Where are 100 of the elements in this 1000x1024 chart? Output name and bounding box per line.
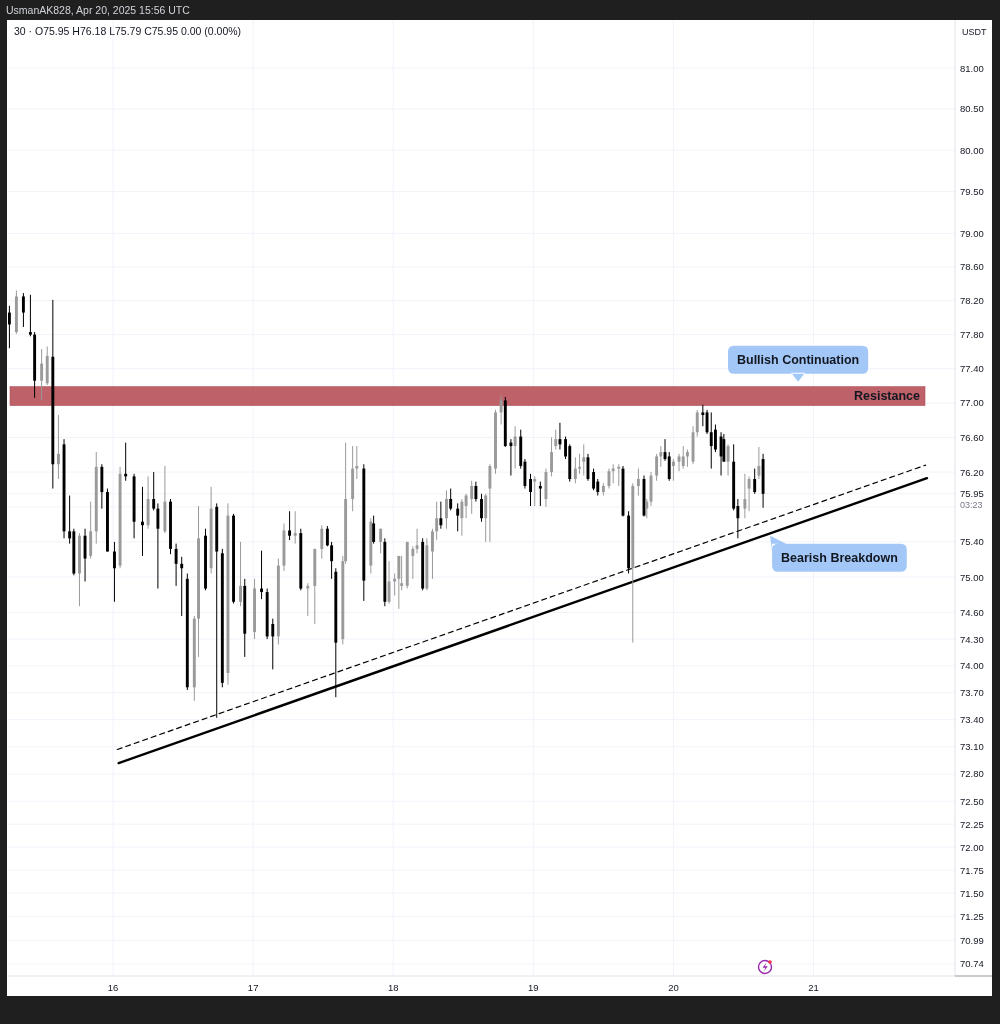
- text: 03:23: [960, 499, 983, 510]
- candlestick: [655, 453, 659, 482]
- candlestick: [617, 463, 621, 487]
- candlestick: [156, 502, 160, 590]
- candlestick: [582, 443, 586, 477]
- candlestick: [509, 438, 513, 477]
- candlestick: [645, 498, 649, 519]
- candlestick: [330, 541, 334, 580]
- candlestick: [480, 493, 483, 523]
- candlestick: [449, 488, 453, 511]
- y-tick-label: 73.40: [960, 714, 984, 726]
- y-tick-label: 71.25: [960, 910, 984, 922]
- x-tick-label: 16: [107, 981, 119, 993]
- candlestick: [714, 423, 717, 453]
- candlestick: [40, 348, 44, 401]
- candlestick: [513, 425, 517, 470]
- candlestick: [152, 471, 156, 511]
- y-tick-label: 78.60: [960, 261, 984, 273]
- y-axis-title: USDT: [962, 27, 987, 37]
- candlestick: [578, 453, 582, 475]
- candlestick: [325, 525, 329, 547]
- candlestick: [21, 292, 25, 328]
- candlestick: [320, 524, 324, 560]
- candlestick: [529, 473, 532, 507]
- text: 30 · O75.95 H76.18 L75.79 C75.95 0.00 (0.00%): [14, 25, 242, 37]
- y-tick-label: 72.80: [960, 768, 984, 780]
- chart-subtitle: UsmanAK828, Apr 20, 2025 15:56 UTC: [6, 4, 191, 16]
- y-tick-label: 74.00: [960, 660, 984, 672]
- candlestick: [484, 493, 488, 543]
- band-label: Resistance: [853, 389, 921, 404]
- candlestick: [533, 475, 537, 507]
- y-tick-label: 75.40: [960, 536, 984, 548]
- y-tick-label: 76.20: [960, 466, 984, 478]
- y-tick-label: 80.50: [960, 103, 984, 115]
- candlestick: [456, 502, 460, 532]
- candlestick: [550, 436, 553, 477]
- y-tick-label: 76.60: [960, 431, 984, 443]
- candlestick: [411, 545, 415, 580]
- y-tick-label: 75.00: [960, 571, 984, 583]
- candlestick: [592, 468, 596, 491]
- candlestick: [379, 528, 383, 554]
- y-tick-label: 80.00: [960, 144, 984, 156]
- candlestick: [747, 475, 751, 512]
- candlestick: [488, 463, 492, 543]
- candlestick: [573, 456, 577, 484]
- candlestick: [141, 486, 144, 557]
- candlestick: [28, 294, 32, 337]
- y-tick-label: 79.50: [960, 186, 984, 198]
- annotation: Bearish Breakdown: [781, 550, 898, 565]
- y-tick-label: 74.60: [960, 606, 984, 618]
- candlestick: [260, 550, 264, 600]
- x-tick-label: 20: [668, 981, 679, 993]
- candlestick: [372, 515, 376, 545]
- y-tick-label: 72.00: [960, 841, 984, 853]
- y-tick-label: 72.25: [960, 818, 984, 830]
- candlestick: [306, 582, 310, 617]
- candlestick: [271, 618, 275, 670]
- candlestick: [701, 404, 705, 427]
- y-tick-label: 77.80: [960, 329, 984, 341]
- x-tick-label: 18: [387, 981, 399, 993]
- candlestick: [288, 510, 292, 541]
- candlestick: [681, 445, 685, 470]
- y-tick-label: 72.50: [960, 795, 984, 807]
- y-tick-label: 81.00: [960, 62, 984, 74]
- candlestick: [499, 394, 503, 425]
- y-tick-label: 71.50: [960, 887, 984, 899]
- y-tick-label: 78.20: [960, 295, 984, 307]
- candlestick: [659, 445, 663, 468]
- candlestick: [726, 443, 730, 477]
- candlestick: [538, 481, 542, 507]
- candlestick: [636, 468, 640, 497]
- y-tick-label: 71.75: [960, 864, 984, 876]
- candlestick: [753, 468, 757, 495]
- candlestick: [667, 451, 671, 482]
- candlestick: [397, 555, 401, 610]
- candlestick: [460, 498, 464, 537]
- candlestick: [415, 528, 419, 554]
- y-tick-label: 77.40: [960, 363, 984, 375]
- candlestick: [355, 445, 359, 480]
- candlestick: [671, 458, 675, 482]
- x-tick-label: 21: [808, 981, 819, 993]
- candlestick: [743, 473, 747, 519]
- y-tick-label: 75.95: [960, 488, 984, 500]
- candlestick: [709, 411, 713, 470]
- candlestick: [113, 541, 116, 603]
- y-tick-label: 79.00: [960, 227, 984, 239]
- x-tick-label: 17: [247, 981, 259, 993]
- candlestick: [56, 414, 60, 480]
- candlestick: [695, 409, 699, 438]
- y-tick-label: 70.74: [960, 958, 984, 970]
- candlestick: [431, 528, 434, 580]
- y-tick-label: 73.70: [960, 687, 984, 699]
- y-tick-label: 70.99: [960, 935, 984, 946]
- candlestick: [464, 493, 468, 519]
- candlestick: [435, 501, 439, 541]
- candlestick: [470, 480, 474, 515]
- candlestick: [239, 541, 242, 607]
- y-tick-label: 74.30: [960, 633, 984, 645]
- candlestick: [757, 446, 761, 480]
- candlestick: [474, 481, 478, 503]
